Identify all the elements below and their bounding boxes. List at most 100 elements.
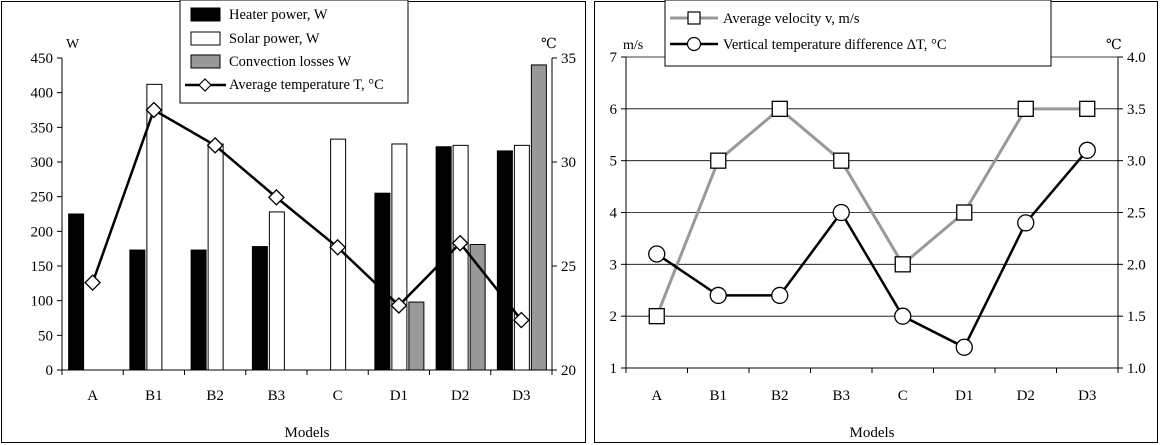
- delta-t-point: [1017, 214, 1035, 232]
- bar-convection: [469, 244, 486, 371]
- chart-power-temperature: 0 50 100 150 200 250 300 350 400 450 20 25 30 35 A B1 B2…: [1, 0, 586, 443]
- legend-swatch: [190, 7, 221, 22]
- y-left-tick-label: 7: [610, 50, 618, 66]
- y-right-tick-label: 3.0: [1127, 154, 1146, 170]
- y-right-tick-label: 3.5: [1127, 102, 1146, 118]
- legend-marker: [686, 36, 702, 52]
- legend-swatch: [190, 31, 221, 46]
- y-right-tick-label: 1.5: [1127, 309, 1146, 325]
- velocity-point: [1079, 100, 1096, 117]
- bar-solar: [268, 211, 285, 371]
- legend-marker: [198, 78, 212, 92]
- delta-t-point: [1078, 141, 1096, 159]
- x-tick-label: D3: [512, 388, 530, 404]
- delta-t-point: [832, 203, 850, 222]
- temperature-point: [84, 274, 102, 292]
- temperature-point: [267, 188, 285, 206]
- y-left-tick-label: 350: [31, 120, 54, 136]
- temperature-point: [512, 311, 530, 329]
- y-left-tick-label: 450: [31, 51, 54, 67]
- y-left-tick-label: 2: [610, 309, 618, 325]
- velocity-point: [894, 256, 911, 273]
- x-tick-label: A: [87, 388, 98, 404]
- legend-swatch: [190, 54, 221, 69]
- y-right-tick-label: 2.0: [1127, 257, 1146, 273]
- y-left-tick-label: 150: [31, 259, 54, 275]
- bar-convection: [408, 301, 425, 371]
- x-tick-label: B2: [771, 388, 789, 404]
- y-right-tick-label: 4.0: [1127, 50, 1146, 66]
- y-left-tick-label: 300: [31, 155, 54, 171]
- bar-convection: [530, 64, 547, 371]
- y-left-tick-label: 3: [610, 257, 618, 273]
- y-right-tick-label: 35: [561, 51, 576, 67]
- y-left-tick-label: 5: [610, 154, 618, 170]
- temperature-point: [451, 234, 469, 252]
- y-right-tick-label: 1.0: [1127, 361, 1146, 377]
- y-right-unit-label: ℃: [541, 37, 557, 52]
- bar-heater: [68, 213, 85, 371]
- y-left-tick-label: 0: [46, 363, 54, 379]
- legend-label: Average velocity v, m/s: [723, 11, 860, 27]
- x-tick-label: B3: [268, 388, 286, 404]
- x-tick-label: D1: [390, 388, 408, 404]
- legend-box: [664, 0, 1052, 67]
- legend-label: Heater power, W: [229, 7, 328, 23]
- delta-t-line: [656, 149, 1089, 349]
- bar-heater: [129, 249, 146, 371]
- bar-solar: [391, 143, 408, 371]
- legend-label: Average temperature T, °C: [229, 77, 384, 93]
- legend-label: Vertical temperature difference ΔT, °C: [723, 37, 947, 53]
- y-left-unit-label: m/s: [623, 38, 643, 53]
- bar-heater: [496, 150, 513, 371]
- y-left-unit-label: W: [66, 37, 80, 52]
- y-right-tick-label: 2.5: [1127, 206, 1146, 222]
- y-right-unit-label: ℃: [1106, 38, 1122, 53]
- y-left-tick-label: 1: [610, 361, 618, 377]
- x-tick-label: B1: [145, 388, 163, 404]
- velocity-point: [1017, 100, 1034, 117]
- y-left-tick-label: 400: [31, 86, 54, 102]
- y-left-tick-label: 50: [38, 328, 53, 344]
- x-tick-label: C: [898, 388, 908, 404]
- y-left-tick-label: 6: [610, 102, 618, 118]
- y-left-tick-label: 250: [31, 190, 54, 206]
- bar-heater: [251, 246, 268, 371]
- velocity-point: [710, 152, 727, 169]
- temperature-point: [329, 238, 347, 256]
- x-axis-title: Models: [285, 425, 330, 441]
- y-left-tick-label: 100: [31, 294, 54, 310]
- temperature-line: [91, 108, 523, 321]
- x-tick-label: B1: [709, 388, 727, 404]
- x-tick-label: B3: [832, 388, 850, 404]
- delta-t-point: [955, 338, 973, 356]
- temperature-point: [206, 136, 224, 154]
- y-left-tick-label: 200: [31, 224, 54, 240]
- temperature-point: [390, 297, 408, 314]
- bar-solar: [513, 144, 530, 371]
- chart-velocity-temperature-difference: 1 2 3 4 5 6 7 1.0 1.5 2.0 2.5 3.0 3.5 4.0 A B1 B2 B3 C D1 D2…: [594, 0, 1158, 443]
- temperature-point: [145, 101, 163, 119]
- y-left-tick-label: 4: [610, 206, 618, 222]
- velocity-line: [655, 106, 1088, 317]
- legend-label: Solar power, W: [229, 31, 320, 47]
- velocity-point: [956, 204, 973, 221]
- bar-heater: [190, 249, 207, 371]
- x-axis-title: Models: [850, 425, 895, 441]
- x-tick-label: D2: [451, 388, 469, 404]
- x-tick-label: A: [651, 388, 662, 404]
- velocity-point: [833, 152, 850, 169]
- velocity-point: [771, 100, 788, 117]
- bar-heater: [374, 192, 391, 371]
- x-tick-label: D2: [1017, 388, 1035, 404]
- y-right-tick-label: 25: [561, 259, 576, 275]
- x-tick-label: D3: [1078, 388, 1096, 404]
- x-tick-label: B2: [206, 388, 224, 404]
- y-right-tick-label: 30: [561, 155, 576, 171]
- x-tick-label: C: [333, 388, 343, 404]
- delta-t-point: [648, 245, 666, 263]
- delta-t-point: [709, 286, 727, 305]
- legend-label: Convection losses W: [229, 54, 351, 70]
- velocity-point: [648, 308, 665, 325]
